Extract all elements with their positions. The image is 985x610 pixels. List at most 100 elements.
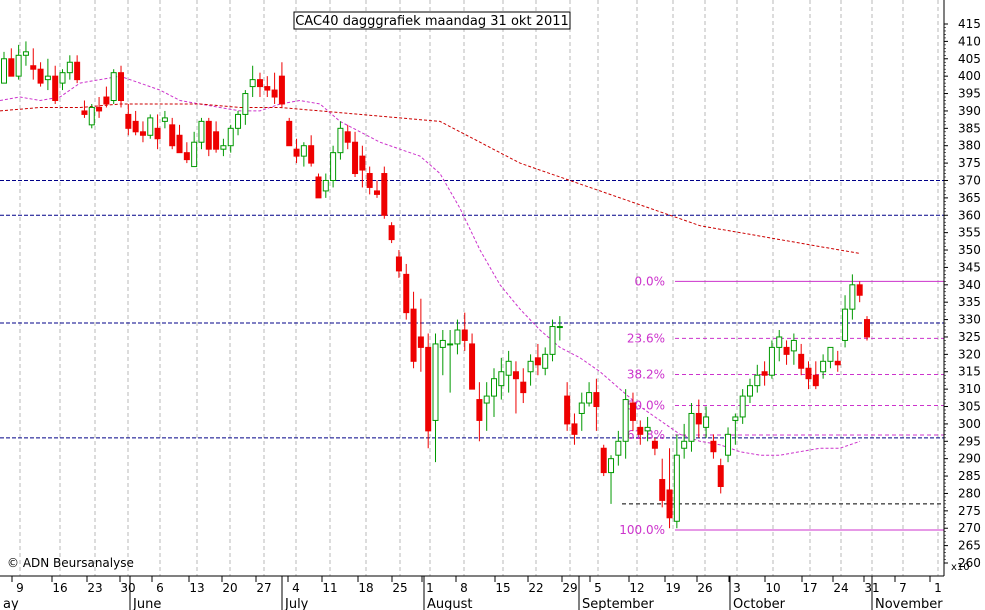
- candle: [198, 117, 205, 150]
- candle: [337, 121, 344, 160]
- candle: [220, 138, 227, 157]
- candle: [688, 403, 695, 452]
- candle-body: [271, 89, 278, 98]
- x-day-label: 8: [460, 581, 468, 595]
- candle: [59, 69, 66, 91]
- candle-body: [805, 367, 812, 380]
- candle-body: [688, 412, 695, 442]
- x-day-label: 18: [358, 581, 373, 595]
- candle-body: [469, 343, 476, 390]
- candle: [147, 114, 154, 139]
- x-month-label: June: [132, 597, 161, 610]
- y-tick-label: 315: [958, 365, 981, 379]
- x-day-label: 24: [833, 581, 848, 595]
- moving-average-long: [0, 103, 861, 254]
- vertical-grid: [19, 0, 939, 576]
- candle: [88, 103, 95, 129]
- candle: [527, 354, 534, 386]
- candle: [717, 458, 724, 494]
- x-day-label: 30: [120, 581, 135, 595]
- candle: [790, 333, 797, 365]
- y-tick-label: 260: [958, 556, 981, 570]
- candle: [864, 316, 870, 341]
- candle: [461, 312, 468, 351]
- candle-body: [629, 402, 636, 421]
- candle: [600, 444, 607, 477]
- candle: [1, 51, 7, 84]
- candle: [205, 117, 212, 157]
- candle: [352, 131, 359, 178]
- candle-body: [337, 127, 344, 154]
- y-tick-label: 395: [958, 87, 981, 101]
- chart-title-text: CAC40 dagggrafiek maandag 31 okt 2011: [295, 14, 569, 29]
- x-day-label: 4: [292, 581, 300, 595]
- y-tick-label: 305: [958, 400, 981, 414]
- candle-body: [703, 416, 710, 428]
- candle-body: [864, 319, 870, 338]
- candle: [454, 319, 461, 355]
- x-day-label: 22: [528, 581, 543, 595]
- candle: [132, 110, 139, 136]
- candle-body: [1, 58, 7, 84]
- candle: [469, 333, 476, 390]
- candle-body: [454, 329, 461, 345]
- candle: [783, 340, 790, 365]
- candle-body: [681, 440, 688, 449]
- candle: [644, 416, 651, 442]
- candle: [81, 100, 88, 118]
- candle-body: [352, 141, 359, 175]
- y-tick-label: 375: [958, 156, 981, 170]
- candle: [213, 121, 220, 153]
- candle: [564, 382, 571, 431]
- candle-body: [81, 110, 88, 115]
- candle: [308, 135, 315, 167]
- support-resistance-lines: [0, 179, 944, 439]
- y-tick-label: 405: [958, 52, 981, 66]
- candle-body: [834, 360, 841, 366]
- candle: [827, 346, 834, 369]
- candle: [798, 343, 805, 376]
- x-day-label: 16: [52, 581, 67, 595]
- candle-body: [15, 54, 22, 77]
- candle: [739, 389, 746, 424]
- candle-body: [447, 343, 454, 346]
- candle-body: [425, 346, 432, 432]
- candle-body: [673, 454, 680, 522]
- x-day-label: 10: [765, 581, 780, 595]
- candle-body: [637, 426, 644, 435]
- candle: [37, 62, 44, 87]
- candle-body: [308, 145, 315, 164]
- candle: [410, 291, 417, 369]
- candle: [74, 55, 81, 84]
- y-tick-label: 300: [958, 417, 981, 431]
- candle: [651, 437, 658, 456]
- candle: [842, 295, 849, 348]
- y-tick-label: 370: [958, 173, 981, 187]
- candle-body: [746, 385, 753, 397]
- candle: [161, 110, 168, 129]
- candle-body: [191, 141, 198, 168]
- candle: [96, 97, 103, 118]
- y-tick-label: 410: [958, 34, 981, 48]
- y-tick-label: 330: [958, 313, 981, 327]
- y-tick-label: 295: [958, 434, 981, 448]
- candle-body: [856, 284, 863, 296]
- candle-body: [659, 479, 666, 501]
- candle-body: [388, 225, 395, 241]
- candle: [249, 65, 256, 98]
- fib-label: 61.8%: [627, 428, 665, 442]
- x-day-label: 13: [189, 581, 204, 595]
- candle-body: [381, 173, 388, 216]
- candle: [278, 62, 285, 108]
- candle: [286, 117, 293, 147]
- candle-body: [110, 72, 117, 102]
- candle: [381, 166, 388, 219]
- x-day-label: 27: [256, 581, 271, 595]
- x-day-label: 7: [899, 581, 907, 595]
- moving-average-short: [0, 75, 861, 456]
- y-multiplier-label: x10: [951, 562, 970, 573]
- candle-body: [125, 113, 132, 129]
- candle: [44, 58, 51, 91]
- y-tick-label: 275: [958, 504, 981, 518]
- candle: [30, 48, 37, 80]
